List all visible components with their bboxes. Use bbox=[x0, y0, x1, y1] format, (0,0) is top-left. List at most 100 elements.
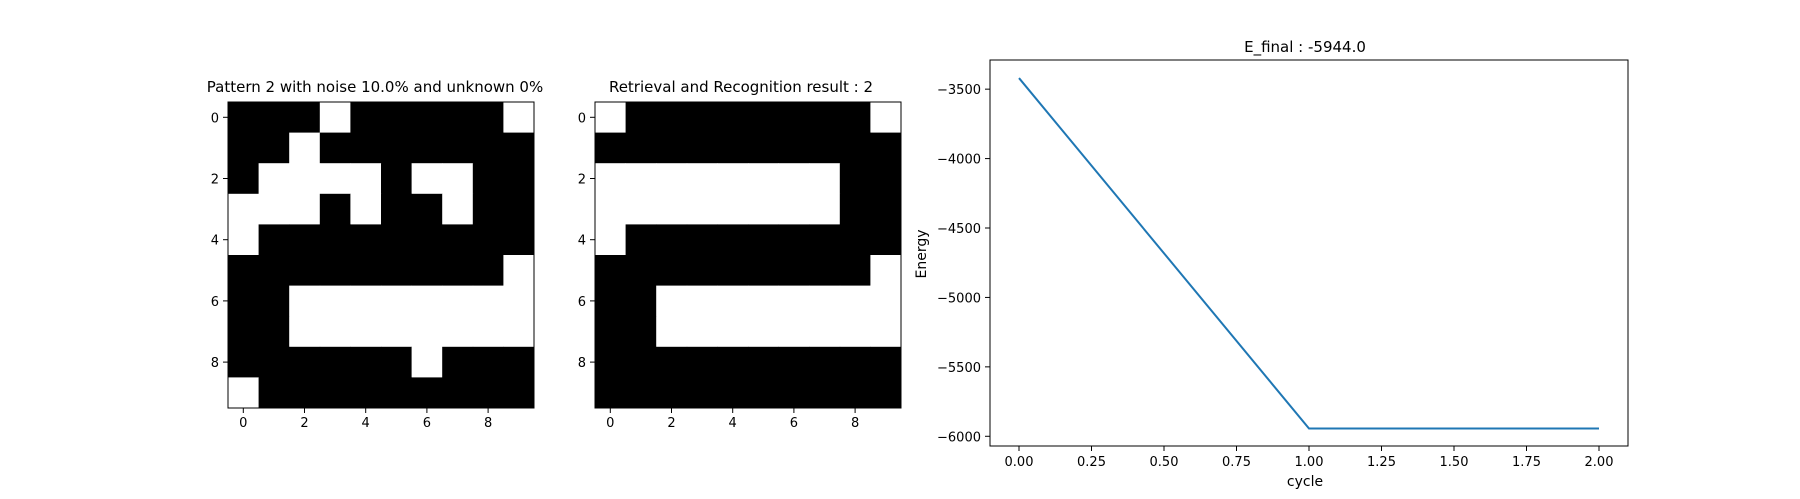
heatmap-cell bbox=[839, 346, 871, 378]
energy-line-chart: 0.00 0.25 0.50 0.75 1.00 1.25 1.50 1.75 2.00 −350… bbox=[937, 59, 1629, 470]
heatmap-cell bbox=[778, 346, 810, 378]
heatmap-cell bbox=[503, 163, 535, 195]
y-tick-label: 6 bbox=[578, 295, 586, 310]
heatmap-cell bbox=[595, 285, 626, 317]
heatmap-cell bbox=[319, 224, 351, 256]
heatmap-cell bbox=[717, 346, 749, 378]
heatmap-cell bbox=[686, 132, 718, 164]
heatmap-cell bbox=[472, 377, 504, 409]
heatmap-cell bbox=[503, 346, 535, 378]
heatmap-cell bbox=[503, 193, 535, 225]
heatmap-cell bbox=[381, 163, 412, 195]
x-tick-label: 0.00 bbox=[1005, 455, 1034, 470]
heatmap-cell bbox=[411, 346, 443, 378]
heatmap-cell bbox=[809, 255, 841, 286]
heatmap-cell bbox=[748, 346, 779, 378]
y-tick-label: 2 bbox=[211, 173, 219, 188]
heatmap-cell bbox=[870, 377, 902, 409]
heatmap-cell bbox=[656, 285, 688, 317]
energy-chart-title: E_final : -5944.0 bbox=[1244, 38, 1366, 57]
heatmap-cell bbox=[350, 316, 382, 348]
heatmap-cell bbox=[778, 132, 810, 164]
heatmap-cell bbox=[258, 255, 290, 286]
heatmap-cell bbox=[809, 193, 841, 225]
heatmap-cell bbox=[381, 316, 412, 348]
energy-y-axis-label: Energy bbox=[914, 229, 930, 278]
heatmap-cell bbox=[472, 316, 504, 348]
x-tick-label: 1.75 bbox=[1512, 455, 1541, 470]
heatmap-cell bbox=[625, 377, 657, 409]
heatmap-cell bbox=[625, 255, 657, 286]
heatmap-cell bbox=[656, 224, 688, 256]
x-tick-label: 0.25 bbox=[1077, 455, 1106, 470]
heatmap-cell bbox=[656, 316, 688, 348]
y-tick-label: 4 bbox=[211, 234, 219, 249]
heatmap-cell bbox=[656, 163, 688, 195]
x-tick-label: 2 bbox=[667, 416, 675, 431]
heatmap-cell bbox=[656, 132, 688, 164]
heatmap-cell bbox=[870, 285, 902, 317]
heatmap-cell bbox=[870, 163, 902, 195]
heatmap-cell bbox=[228, 346, 259, 378]
heatmap-cell bbox=[381, 224, 412, 256]
heatmap-cell bbox=[595, 163, 626, 195]
retrieval-result-panel: Retrieval and Recognition result : 2 0 2 4… bbox=[578, 78, 902, 431]
heatmap-cell bbox=[381, 102, 412, 133]
heatmap-cell bbox=[717, 316, 749, 348]
heatmap-cell bbox=[442, 163, 474, 195]
heatmap-cell bbox=[778, 285, 810, 317]
heatmap-cell bbox=[686, 224, 718, 256]
heatmap-cell bbox=[350, 163, 382, 195]
heatmap-frame bbox=[594, 101, 902, 409]
heatmap-cell bbox=[319, 102, 351, 133]
heatmap-cell bbox=[258, 193, 290, 225]
heatmap-cell bbox=[625, 316, 657, 348]
heatmap-cell bbox=[809, 163, 841, 195]
heatmap-cell bbox=[656, 346, 688, 378]
heatmap-cell bbox=[839, 285, 871, 317]
heatmap-cell bbox=[228, 132, 259, 164]
heatmap-cell bbox=[686, 346, 718, 378]
heatmap-cell bbox=[839, 316, 871, 348]
heatmap-cell bbox=[748, 102, 779, 133]
heatmap-cell bbox=[472, 102, 504, 133]
heatmap-cell bbox=[350, 377, 382, 409]
heatmap-cell bbox=[258, 285, 290, 317]
heatmap-cell bbox=[809, 316, 841, 348]
heatmap-cell bbox=[289, 285, 321, 317]
x-tick-label: 4 bbox=[362, 416, 370, 431]
heatmap-cell bbox=[686, 193, 718, 225]
heatmap-cell bbox=[656, 255, 688, 286]
heatmap-cell bbox=[717, 193, 749, 225]
heatmap-cell bbox=[442, 377, 474, 409]
heatmap-cell bbox=[870, 316, 902, 348]
heatmap-cell bbox=[472, 255, 504, 286]
noisy-pattern-title: Pattern 2 with noise 10.0% and unknown 0… bbox=[207, 78, 543, 96]
x-tick-label: 6 bbox=[423, 416, 431, 431]
heatmap-cell bbox=[625, 346, 657, 378]
heatmap-cell bbox=[350, 102, 382, 133]
heatmap-cell bbox=[228, 285, 259, 317]
heatmap-cell bbox=[595, 346, 626, 378]
heatmap-cell bbox=[503, 224, 535, 256]
heatmap-cell bbox=[472, 285, 504, 317]
heatmap-cell bbox=[350, 132, 382, 164]
heatmap-cell bbox=[411, 193, 443, 225]
heatmap-cell bbox=[442, 132, 474, 164]
heatmap-cell bbox=[381, 132, 412, 164]
heatmap-cell bbox=[503, 132, 535, 164]
y-tick-label: 0 bbox=[211, 111, 219, 126]
heatmap-cell bbox=[442, 255, 474, 286]
heatmap-cell bbox=[442, 102, 474, 133]
heatmap-cell bbox=[686, 316, 718, 348]
heatmap-cell bbox=[595, 316, 626, 348]
heatmap-cell bbox=[839, 163, 871, 195]
noisy-pattern-panel: Pattern 2 with noise 10.0% and unknown 0… bbox=[207, 78, 543, 431]
heatmap-cell bbox=[870, 224, 902, 256]
heatmap-cell bbox=[778, 316, 810, 348]
heatmap-cell bbox=[686, 377, 718, 409]
heatmap-cell bbox=[595, 224, 626, 256]
retrieval-result-title: Retrieval and Recognition result : 2 bbox=[609, 78, 873, 96]
heatmap-cell bbox=[411, 255, 443, 286]
plot-frame bbox=[989, 59, 1629, 447]
